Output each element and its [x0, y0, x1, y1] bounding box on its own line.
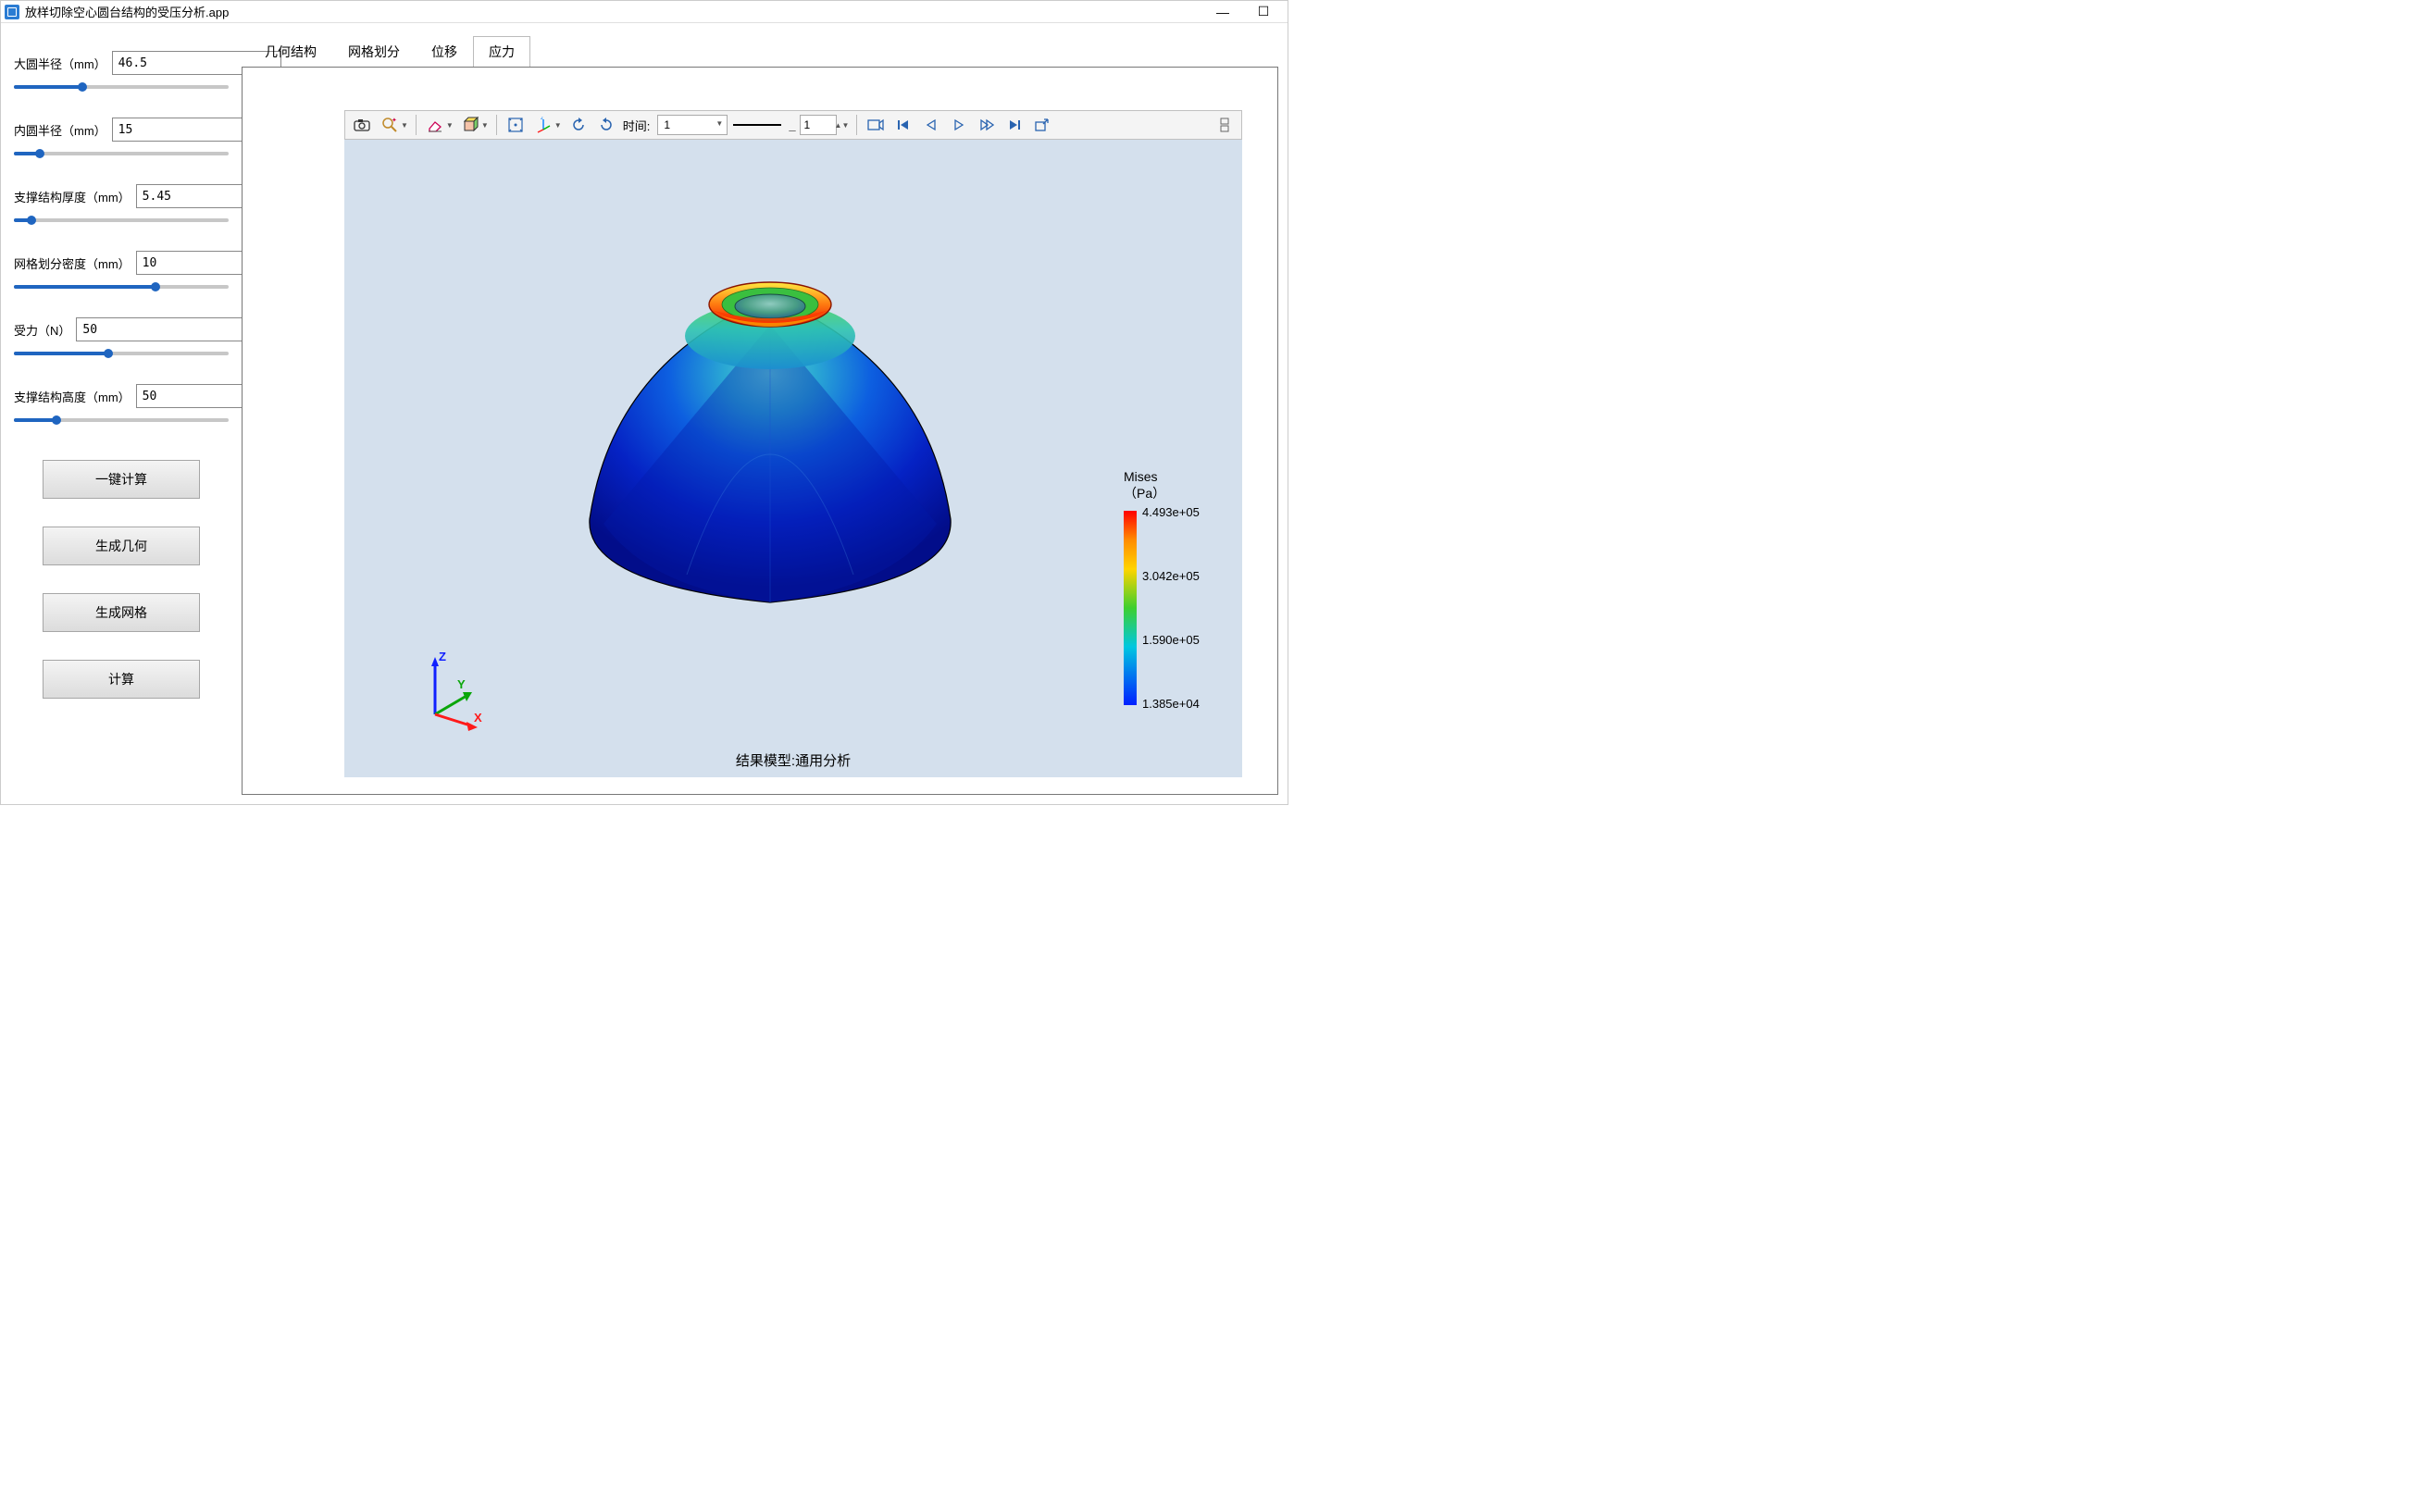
magnifier-icon[interactable]: ✦: [377, 113, 403, 137]
svg-text:X: X: [474, 711, 482, 725]
param-force: 受力（N）: [14, 317, 229, 360]
skip-end-icon[interactable]: [1002, 113, 1027, 137]
legend-min: 1.385e+04: [1142, 697, 1200, 711]
content-area: 几何结构 网格划分 位移 应力 ✦ ▼: [242, 23, 1288, 804]
param-slider-force[interactable]: [14, 347, 229, 360]
result-caption: 结果模型:通用分析: [344, 750, 1242, 770]
main-area: 大圆半径（mm） 内圆半径（mm）: [1, 23, 1288, 804]
tab-stress[interactable]: 应力: [473, 36, 530, 68]
color-legend: Mises （Pa）: [1124, 468, 1226, 502]
legend-title-line2: （Pa）: [1124, 486, 1165, 501]
underscore-icon: _: [789, 118, 795, 132]
generate-geometry-button[interactable]: 生成几何: [43, 527, 200, 565]
param-label: 网格划分密度（mm）: [14, 254, 131, 272]
svg-text:✦: ✦: [392, 117, 397, 124]
step-forward-icon[interactable]: [974, 113, 1000, 137]
time-label: 时间:: [623, 117, 651, 134]
legend-v2: 3.042e+05: [1142, 569, 1200, 583]
viewer-toolbar: ✦ ▼ ▼ ▼ z: [344, 110, 1242, 140]
record-icon[interactable]: [863, 113, 889, 137]
tab-mesh[interactable]: 网格划分: [332, 36, 416, 68]
app-window: 放样切除空心圆台结构的受压分析.app — ☐ 大圆半径（mm） 内圆半径（mm…: [0, 0, 1288, 805]
svg-text:z: z: [541, 117, 543, 121]
eraser-icon[interactable]: [422, 113, 448, 137]
legend-title-line1: Mises: [1124, 469, 1158, 484]
param-label: 支撑结构高度（mm）: [14, 388, 131, 405]
param-label: 支撑结构厚度（mm）: [14, 188, 131, 205]
generate-mesh-button[interactable]: 生成网格: [43, 593, 200, 632]
overflow-icon[interactable]: [1212, 113, 1238, 137]
dropdown-chevron-icon[interactable]: ▼: [446, 121, 454, 130]
parameter-sidebar: 大圆半径（mm） 内圆半径（mm）: [1, 23, 242, 804]
tab-geometry[interactable]: 几何结构: [249, 36, 332, 68]
rotate-cw-icon[interactable]: [566, 113, 591, 137]
param-thickness: 支撑结构厚度（mm）: [14, 184, 229, 227]
maximize-button[interactable]: ☐: [1243, 2, 1284, 22]
param-label: 受力（N）: [14, 321, 70, 339]
param-input-force[interactable]: [76, 317, 245, 341]
param-slider-mesh-density[interactable]: [14, 280, 229, 293]
minimize-button[interactable]: —: [1202, 2, 1243, 22]
cube-icon[interactable]: [457, 113, 483, 137]
frame-number-input[interactable]: 1: [800, 115, 837, 135]
skip-start-icon[interactable]: [890, 113, 916, 137]
fit-view-icon[interactable]: [503, 113, 529, 137]
param-height: 支撑结构高度（mm）: [14, 384, 229, 427]
tab-displacement[interactable]: 位移: [416, 36, 473, 68]
dropdown-chevron-icon[interactable]: ▼: [554, 121, 562, 130]
stress-cone-render: [539, 177, 1002, 621]
rotate-ccw-icon[interactable]: [593, 113, 619, 137]
dropdown-chevron-icon[interactable]: ▼: [401, 121, 408, 130]
param-label: 内圆半径（mm）: [14, 121, 106, 139]
line-style-preview: [733, 124, 781, 126]
axis-triad: Z Y X: [418, 648, 492, 731]
svg-text:Z: Z: [439, 650, 446, 663]
legend-gradient-bar: [1124, 511, 1137, 705]
export-icon[interactable]: [1029, 113, 1055, 137]
time-select[interactable]: 1: [657, 115, 728, 135]
window-title: 放样切除空心圆台结构的受压分析.app: [25, 3, 229, 20]
param-slider-inner-radius[interactable]: [14, 147, 229, 160]
viewer-frame: ✦ ▼ ▼ ▼ z: [242, 67, 1278, 795]
tab-strip: 几何结构 网格划分 位移 应力: [242, 36, 1288, 68]
param-slider-height[interactable]: [14, 414, 229, 427]
param-label: 大圆半径（mm）: [14, 55, 106, 72]
svg-text:Y: Y: [457, 677, 466, 691]
legend-max: 4.493e+05: [1142, 505, 1200, 519]
play-icon[interactable]: [946, 113, 972, 137]
compute-button[interactable]: 计算: [43, 660, 200, 699]
app-icon: [5, 5, 19, 19]
param-outer-radius: 大圆半径（mm）: [14, 51, 229, 93]
param-mesh-density: 网格划分密度（mm）: [14, 251, 229, 293]
legend-v3: 1.590e+05: [1142, 633, 1200, 647]
param-inner-radius: 内圆半径（mm）: [14, 118, 229, 160]
axis-toggle-icon[interactable]: z: [530, 113, 556, 137]
param-slider-thickness[interactable]: [14, 214, 229, 227]
dropdown-chevron-icon[interactable]: ▼: [481, 121, 489, 130]
param-slider-outer-radius[interactable]: [14, 81, 229, 93]
titlebar: 放样切除空心圆台结构的受压分析.app — ☐: [1, 1, 1288, 23]
step-back-icon[interactable]: [918, 113, 944, 137]
camera-icon[interactable]: [349, 113, 375, 137]
compute-all-button[interactable]: 一键计算: [43, 460, 200, 499]
viewport-3d[interactable]: Z Y X Mises （Pa）: [344, 140, 1242, 777]
stepper-chevron-icon[interactable]: ▲▼: [835, 121, 850, 130]
